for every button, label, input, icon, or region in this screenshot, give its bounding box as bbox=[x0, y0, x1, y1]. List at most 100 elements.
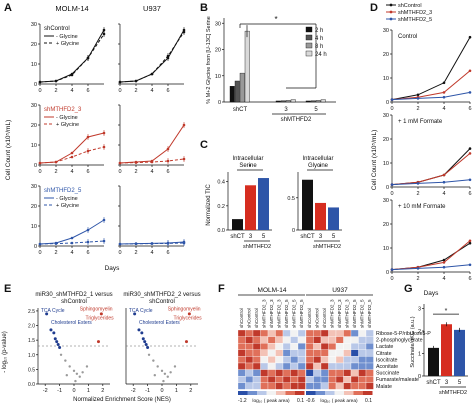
heatmap-cell bbox=[343, 329, 352, 337]
metabolite-label: 2-phosphoglycerate bbox=[376, 338, 423, 344]
column-label: shMTHFD2_3 bbox=[345, 299, 350, 328]
panel-letter: D bbox=[370, 2, 378, 14]
colorbar-segment bbox=[266, 391, 276, 395]
cell-line-label: MOLM-14 bbox=[258, 287, 287, 294]
x-tick-label: 6 bbox=[166, 88, 169, 94]
heatmap-cell bbox=[290, 329, 299, 337]
heatmap-cell bbox=[320, 343, 329, 350]
colorbar-min: -0.6 bbox=[306, 398, 315, 404]
heatmap-cell bbox=[282, 336, 291, 344]
heatmap-cell bbox=[358, 362, 367, 370]
colorbar-segment bbox=[334, 391, 344, 395]
data-point bbox=[468, 178, 472, 182]
data-point bbox=[468, 263, 472, 267]
y-tick-label: 30 bbox=[31, 22, 37, 28]
heatmap-cell bbox=[290, 356, 299, 364]
legend-swatch bbox=[305, 34, 313, 41]
heatmap-cell bbox=[245, 376, 254, 383]
heatmap-cell bbox=[335, 349, 344, 357]
data-point bbox=[118, 80, 122, 84]
bar bbox=[328, 207, 339, 230]
colorbar-segment bbox=[306, 391, 316, 395]
bar bbox=[310, 100, 316, 103]
legend-label: + Glycine bbox=[56, 203, 79, 209]
series-line bbox=[39, 146, 105, 164]
heatmap-cell bbox=[313, 329, 322, 337]
x-tick-label: 6 bbox=[166, 250, 169, 256]
x-tick-label: 6 bbox=[468, 276, 471, 282]
heatmap-cell bbox=[245, 336, 254, 344]
heatmap-cell bbox=[335, 356, 344, 364]
panel-letter: A bbox=[4, 2, 12, 14]
colorbar-segment bbox=[276, 391, 286, 395]
data-point bbox=[70, 241, 74, 245]
y-tick-label: 10 bbox=[383, 76, 389, 82]
data-point bbox=[134, 161, 138, 164]
bar bbox=[290, 99, 296, 103]
y-tick-label: 0.5 bbox=[28, 367, 35, 373]
heatmap-cell bbox=[275, 376, 284, 383]
heatmap-cell bbox=[328, 362, 337, 370]
condition-label: + 1 mM Formate bbox=[398, 119, 443, 125]
heatmap-cell bbox=[350, 376, 359, 383]
data-point bbox=[390, 183, 394, 186]
column-label: shMTHFD2_5 bbox=[352, 299, 357, 328]
legend-swatch bbox=[305, 26, 313, 33]
y-tick-label: 20 bbox=[383, 222, 389, 228]
condition-label: Control bbox=[398, 34, 417, 40]
legend-swatch bbox=[305, 50, 313, 57]
column-label: shMTHFD2_5 bbox=[292, 299, 297, 328]
pathway-label: Cholesterol Esters bbox=[51, 320, 92, 326]
heatmap-cell bbox=[260, 369, 269, 377]
heatmap-cell bbox=[335, 376, 344, 383]
y-tick-label: 30 bbox=[383, 198, 389, 204]
data-point bbox=[70, 73, 74, 77]
data-point bbox=[85, 365, 89, 368]
heatmap-cell bbox=[350, 329, 359, 337]
x-tick-label: 2 bbox=[101, 388, 104, 394]
series-line bbox=[391, 153, 471, 186]
heatmap-cell bbox=[252, 329, 261, 337]
legend-label: 2 h bbox=[315, 28, 323, 34]
data-point bbox=[143, 340, 147, 344]
data-point bbox=[38, 80, 42, 84]
heatmap-cell bbox=[297, 362, 306, 370]
legend-label: 8 h bbox=[315, 44, 323, 50]
y-tick-label: 20 bbox=[31, 123, 37, 129]
heatmap-cell bbox=[313, 376, 322, 383]
y-tick-label: 10 bbox=[383, 246, 389, 252]
x-tick-label: 4 bbox=[150, 169, 153, 175]
heatmap-cell bbox=[343, 349, 352, 357]
x-tick-label: 2 bbox=[416, 191, 419, 197]
bar bbox=[315, 100, 321, 103]
x-tick-label: 6 bbox=[468, 106, 471, 112]
data-point bbox=[56, 343, 60, 347]
data-point bbox=[140, 331, 144, 335]
heatmap-cell bbox=[365, 376, 374, 383]
x-tick-label: shCT bbox=[230, 234, 245, 240]
heatmap-cell bbox=[252, 356, 261, 364]
bar bbox=[234, 80, 240, 103]
data-point bbox=[70, 155, 74, 159]
bar bbox=[315, 202, 326, 230]
x-tick-label: 4 bbox=[442, 276, 445, 282]
data-point bbox=[442, 180, 446, 184]
colorbar-caption: log₁₀ ( peak area) bbox=[320, 398, 358, 404]
heatmap-cell bbox=[313, 356, 322, 364]
heatmap-cell bbox=[275, 349, 284, 357]
data-point bbox=[74, 379, 77, 383]
heatmap-cell bbox=[305, 343, 314, 350]
y-tick-label: 0 bbox=[418, 374, 421, 380]
x-tick-label: 2 bbox=[134, 88, 137, 94]
x-tick-label: 0 bbox=[390, 276, 393, 282]
heatmap-cell bbox=[343, 376, 352, 383]
legend-label: 24 h bbox=[315, 52, 327, 58]
heatmap-cell bbox=[365, 382, 374, 390]
column-label: shMTHFD2_3 bbox=[262, 299, 267, 328]
bar bbox=[285, 100, 291, 103]
row-label: shMTHFD2_5 bbox=[44, 188, 82, 194]
legend-marker bbox=[389, 10, 393, 14]
x-tick-label: 6 bbox=[86, 169, 89, 175]
y-tick-label: 1.5 bbox=[28, 338, 35, 344]
